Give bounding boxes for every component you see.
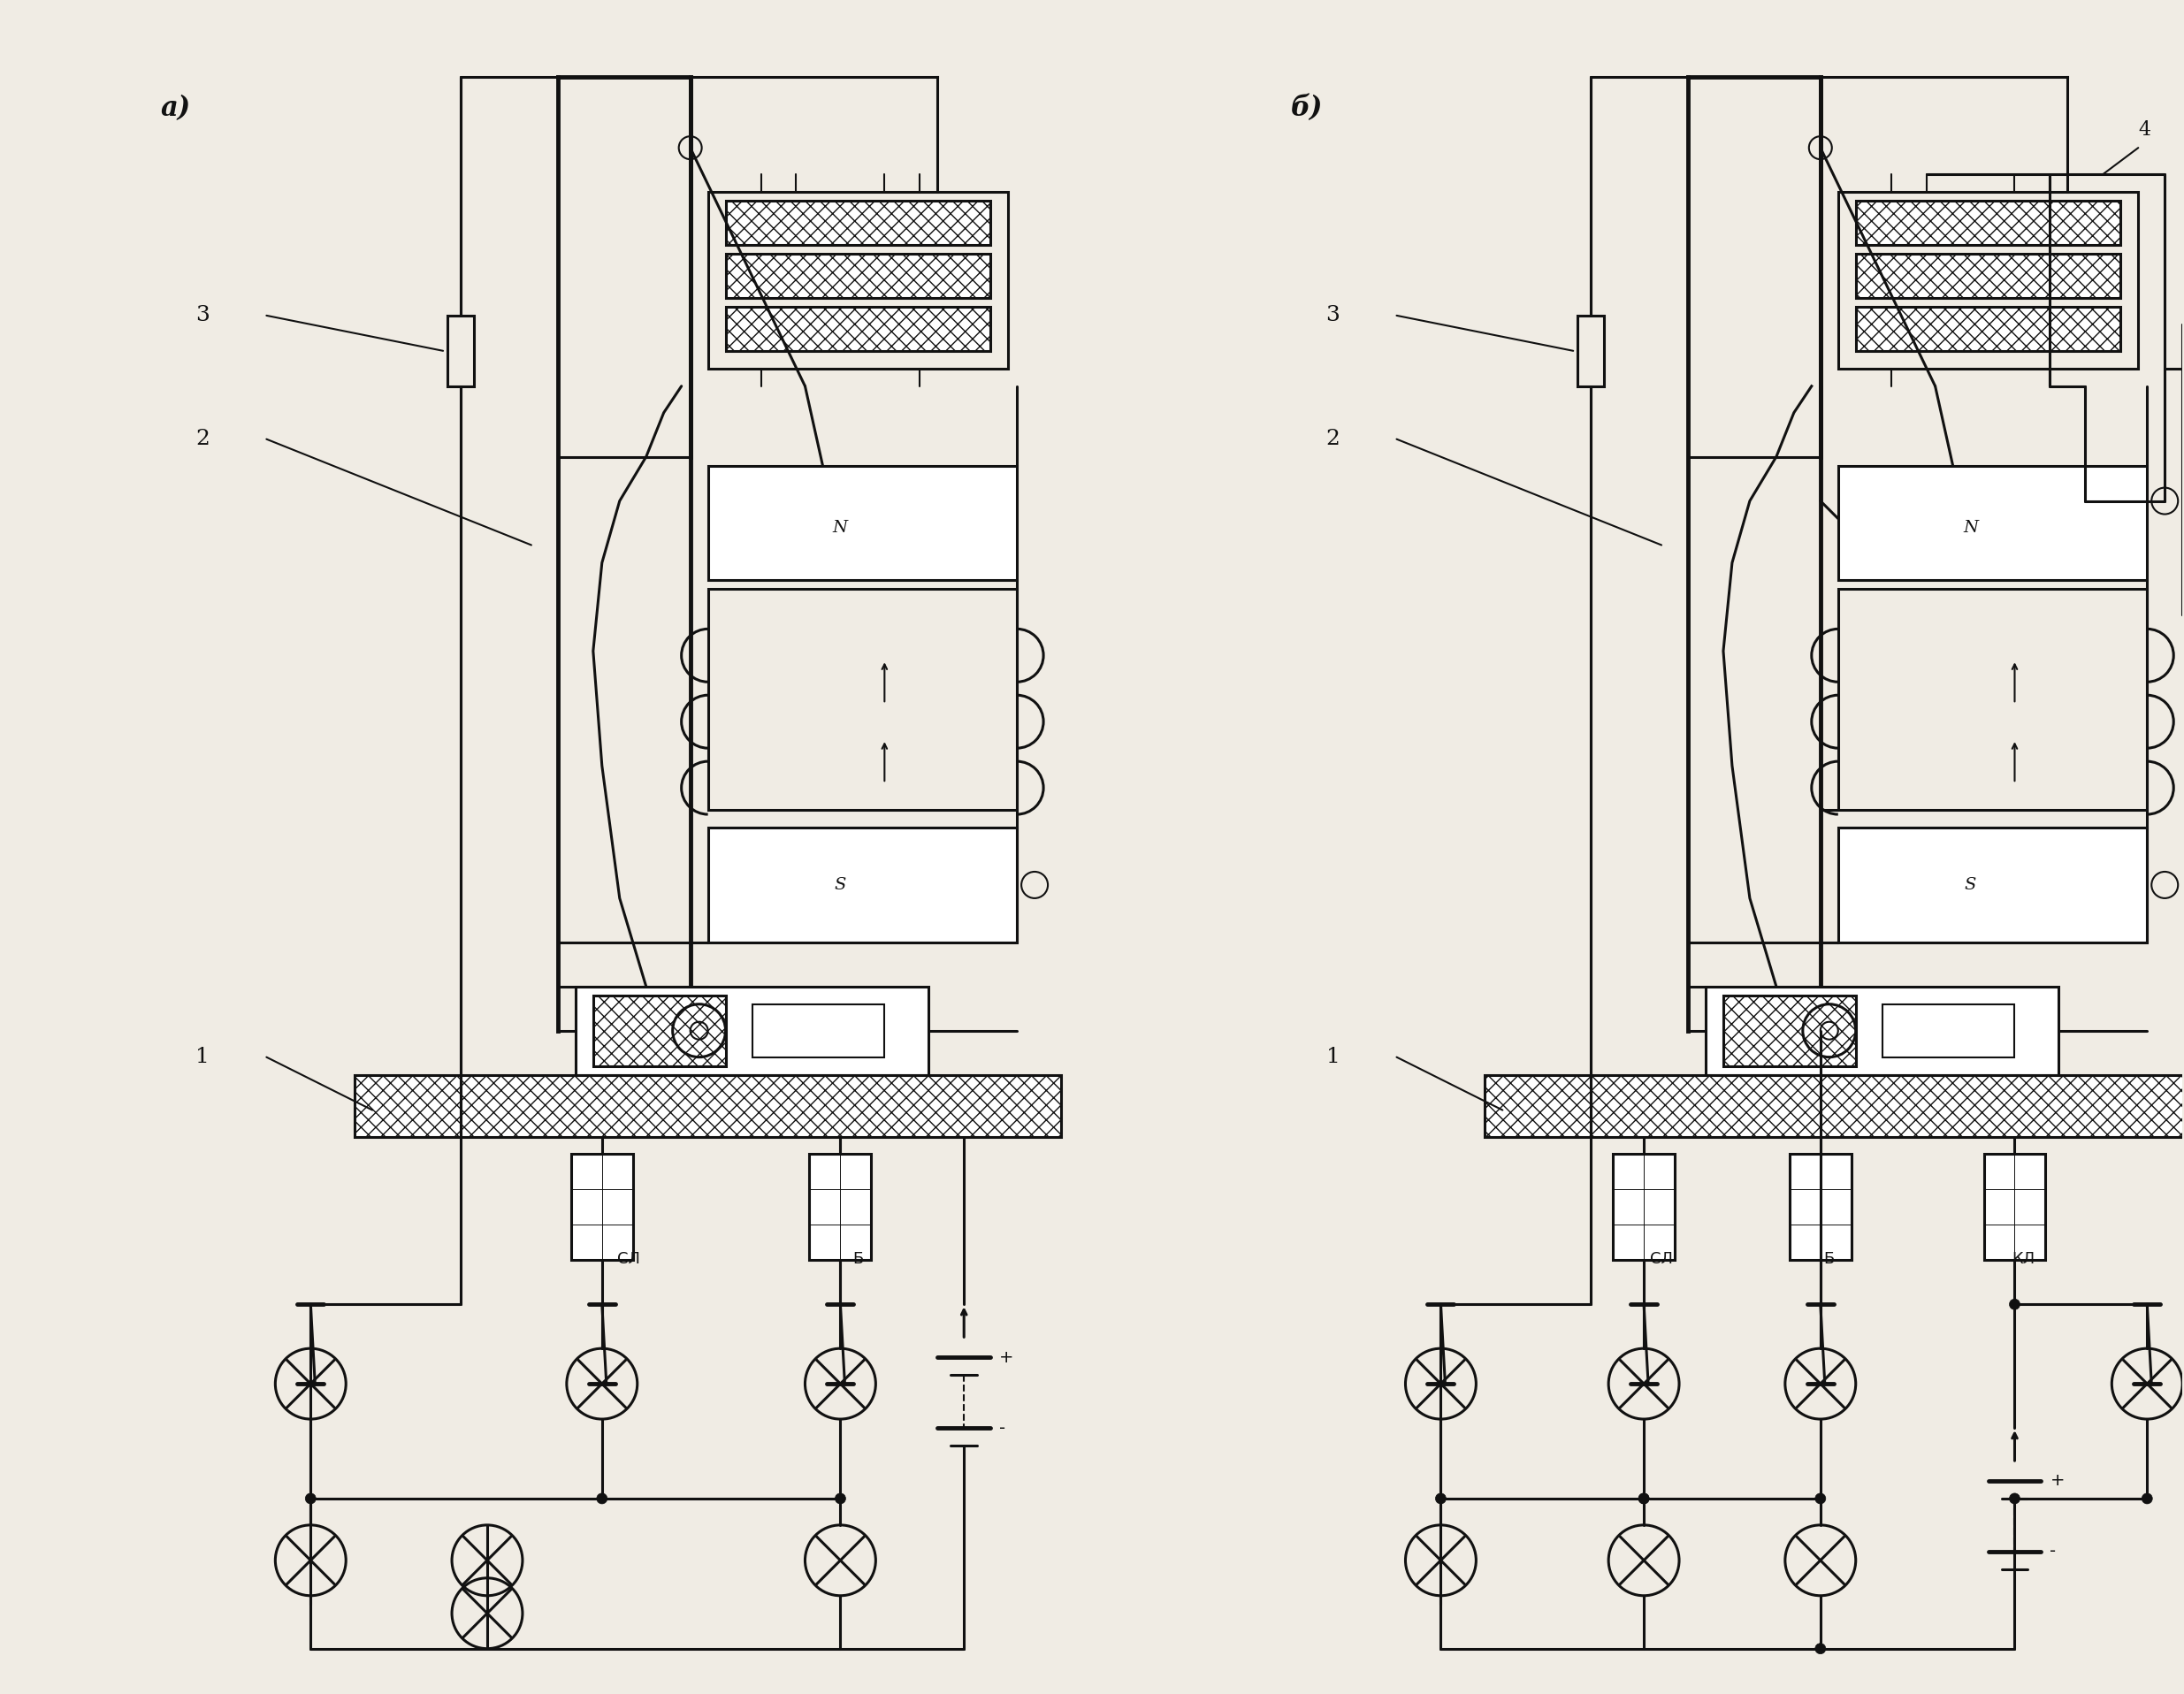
Bar xyxy=(1839,590,2147,810)
Text: S: S xyxy=(1966,877,1977,893)
Bar xyxy=(1485,1074,2184,1137)
Text: КЛ: КЛ xyxy=(2011,1252,2035,1267)
Bar xyxy=(1856,254,2121,298)
Circle shape xyxy=(834,1492,845,1504)
Bar xyxy=(594,996,725,1066)
Bar xyxy=(354,1074,1061,1137)
Text: -: - xyxy=(1000,1420,1005,1437)
Text: СЛ: СЛ xyxy=(618,1252,640,1267)
Bar xyxy=(1839,466,2147,581)
Bar xyxy=(725,254,992,298)
Bar xyxy=(751,1005,885,1057)
Text: 4: 4 xyxy=(2138,120,2151,141)
Bar xyxy=(1789,1154,1852,1260)
Bar xyxy=(725,307,992,351)
Text: S: S xyxy=(834,877,845,893)
Circle shape xyxy=(2009,1492,2020,1504)
Bar xyxy=(708,590,1018,810)
Circle shape xyxy=(1638,1492,1649,1504)
Text: 1: 1 xyxy=(1326,1047,1341,1067)
Text: 2: 2 xyxy=(1326,429,1341,449)
Bar xyxy=(1723,996,1856,1066)
Bar xyxy=(810,1154,871,1260)
Bar xyxy=(577,986,928,1074)
Bar xyxy=(1614,1154,1675,1260)
Bar xyxy=(1856,202,2121,246)
Circle shape xyxy=(306,1492,317,1504)
Text: 3: 3 xyxy=(197,305,210,325)
Bar xyxy=(1983,1154,2046,1260)
Circle shape xyxy=(596,1492,607,1504)
Circle shape xyxy=(1435,1492,1446,1504)
Text: 3: 3 xyxy=(1326,305,1341,325)
Bar xyxy=(1577,315,1603,386)
Bar xyxy=(708,828,1018,942)
Text: б): б) xyxy=(1291,95,1324,122)
Bar xyxy=(708,466,1018,581)
Bar xyxy=(1839,191,2138,369)
Bar xyxy=(570,1154,633,1260)
Circle shape xyxy=(1815,1643,1826,1653)
Circle shape xyxy=(1638,1492,1649,1504)
Text: 2: 2 xyxy=(197,429,210,449)
Circle shape xyxy=(2009,1299,2020,1309)
Circle shape xyxy=(1815,1492,1826,1504)
Bar xyxy=(708,191,1009,369)
Bar xyxy=(448,315,474,386)
Text: Б: Б xyxy=(852,1252,863,1267)
Text: N: N xyxy=(832,520,847,535)
Bar xyxy=(725,202,992,246)
Bar xyxy=(1856,307,2121,351)
Text: +: + xyxy=(1000,1348,1013,1365)
Text: 1: 1 xyxy=(197,1047,210,1067)
Circle shape xyxy=(2143,1492,2153,1504)
Text: СЛ: СЛ xyxy=(1651,1252,1673,1267)
Bar xyxy=(1706,986,2060,1074)
Text: Б: Б xyxy=(1824,1252,1835,1267)
Text: +: + xyxy=(2051,1472,2064,1489)
Text: -: - xyxy=(2051,1543,2057,1560)
Bar xyxy=(1883,1005,2014,1057)
Text: a): a) xyxy=(159,95,190,122)
Text: N: N xyxy=(1963,520,1979,535)
Bar xyxy=(1839,828,2147,942)
